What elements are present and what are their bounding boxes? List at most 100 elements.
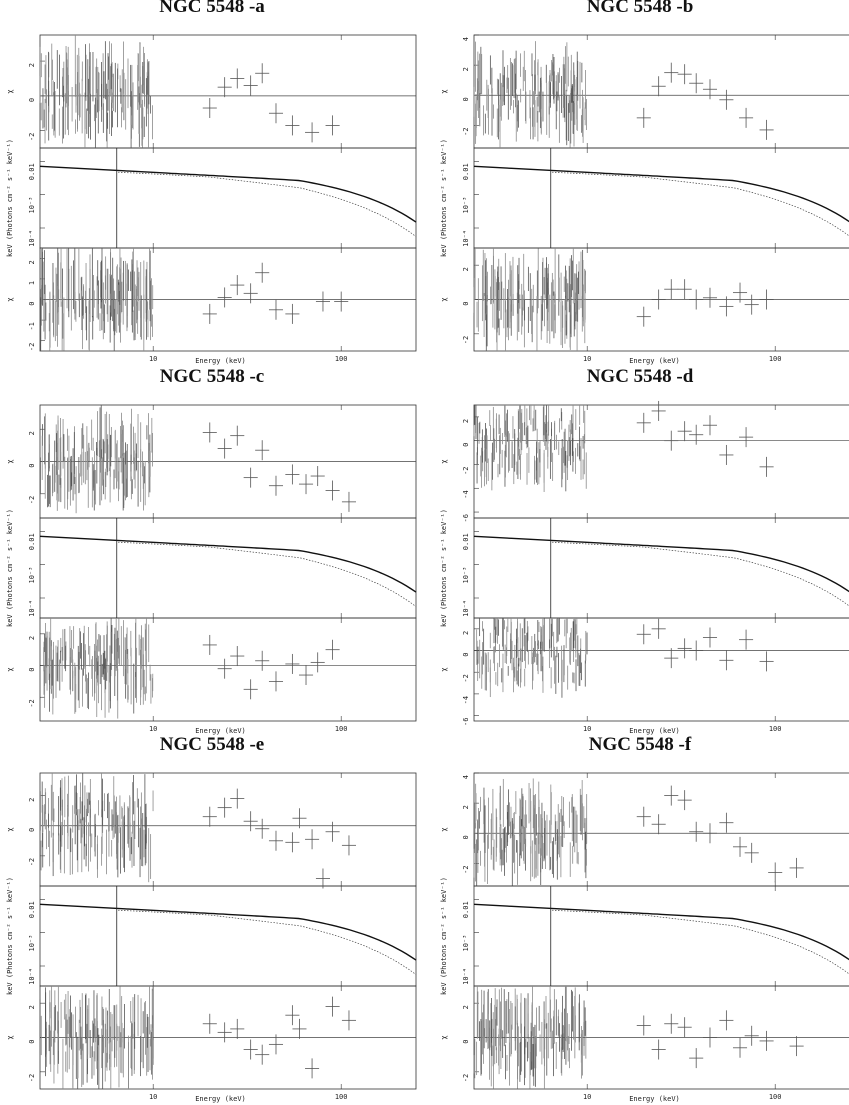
chart-b: -2 0 2 4 χ -2 0 2 χ 0.01 10⁻³ 10⁻⁴ keV (Photons cm⁻²… [440,34,849,365]
model-powerlaw-line [117,171,417,237]
x-tick-label: 100 [769,725,782,733]
y-axis-label: keV (Photons cm⁻² s⁻¹ keV⁻¹) [440,139,448,257]
y-tick-label: 0 [462,443,470,447]
x-tick-label: 10 [583,355,591,363]
y-tick-label: 2 [462,805,470,809]
x-axis-label: Energy (keV) [195,357,246,365]
y-tick-label: 2 [462,267,470,271]
chart-a: -2 0 2 χ -2 -1 0 1 2 χ 0.01 10⁻³ 10⁻⁴ keV (Photons cm… [6,34,417,365]
y-axis-label: χ [6,827,14,831]
y-tick-label: 2 [462,67,470,71]
model-total-line [39,165,417,223]
y-tick-label: 10⁻³ [28,567,36,584]
y-tick-label: 2 [28,798,36,802]
y-tick-label: -2 [28,496,36,504]
title-f: NGC 5548 -f [588,734,692,755]
y-tick-label: 0 [462,97,470,101]
x-axis-label: Energy (keV) [195,727,246,735]
panel-frame [473,885,849,987]
model-powerlaw-line [117,909,417,975]
title-c: NGC 5548 -c [159,366,265,387]
y-tick-label: -2 [462,1074,470,1082]
y-axis-label: χ [440,1035,448,1039]
y-tick-label: -2 [28,858,36,866]
y-tick-label: 0 [462,835,470,839]
y-tick-label: -4 [462,490,470,498]
y-tick-label: 0.01 [28,533,36,550]
y-tick-label: 2 [462,1005,470,1009]
y-tick-label: 10⁻⁴ [28,968,36,985]
panel-frame [473,617,849,722]
panel-frame [39,772,417,887]
y-tick-label: 10⁻³ [28,935,36,952]
y-tick-label: 0 [28,828,36,832]
y-tick-label: -6 [462,718,470,726]
y-axis-label: keV (Photons cm⁻² s⁻¹ keV⁻¹) [440,509,448,627]
x-axis-label: Energy (keV) [195,1095,246,1103]
y-tick-label: -2 [462,336,470,344]
panel-frame [473,517,849,619]
x-axis-label: Energy (keV) [629,1095,680,1103]
model-powerlaw-line [551,909,849,975]
y-tick-label: 10⁻⁴ [28,230,36,247]
chart-d: -6 -4 -2 0 2 χ -6 -4 -2 0 2 χ 0.01 10⁻³ 10⁻⁴ keV (Photo… [440,400,849,735]
y-tick-label: -2 [462,674,470,682]
x-tick-label: 10 [149,355,157,363]
x-tick-label: 100 [335,725,348,733]
panel-frame [39,517,417,619]
model-total-line [473,165,849,223]
x-tick-label: 10 [583,725,591,733]
model-total-line [39,535,417,593]
y-tick-label: 2 [28,260,36,264]
panel-frame [39,885,417,987]
panel-frame [39,147,417,249]
model-powerlaw-line [551,541,849,607]
y-axis-label: χ [6,297,14,301]
y-tick-label: 4 [462,37,470,41]
model-powerlaw-line [117,541,417,607]
y-tick-label: 0 [462,653,470,657]
model-total-line [473,903,849,961]
y-axis-label: χ [440,459,448,463]
y-tick-label: 0 [28,302,36,306]
y-axis-label: χ [6,667,14,671]
y-axis-label: χ [6,459,14,463]
y-tick-label: 2 [28,1005,36,1009]
x-axis-label: Energy (keV) [629,727,680,735]
y-tick-label: 10⁻³ [462,935,470,952]
y-axis-label: χ [6,1035,14,1039]
y-tick-label: 2 [462,419,470,423]
x-tick-label: 100 [769,1093,782,1101]
chart-e: -2 0 2 χ -2 0 2 χ 0.01 10⁻³ 10⁻⁴ keV (Photons cm⁻² … [6,772,417,1103]
y-tick-label: 0 [28,668,36,672]
y-tick-label: 4 [462,775,470,779]
title-e: NGC 5548 -e [159,734,265,755]
y-axis-label: χ [6,89,14,93]
model-powerlaw-line [551,171,849,237]
y-tick-label: -1 [28,322,36,330]
y-tick-label: -2 [462,127,470,135]
y-axis-label: χ [440,667,448,671]
y-tick-label: 2 [28,636,36,640]
y-tick-label: 2 [28,431,36,435]
y-tick-label: 0 [462,1040,470,1044]
y-tick-label: 0.01 [462,533,470,550]
chart-c: -2 0 2 χ -2 0 2 χ 0.01 10⁻³ 10⁻⁴ keV (Photons cm⁻² … [6,404,417,735]
y-tick-label: -2 [462,466,470,474]
y-tick-label: 2 [28,63,36,67]
y-axis-label: χ [440,297,448,301]
y-tick-label: 0.01 [462,163,470,180]
y-tick-label: 0 [28,1040,36,1044]
y-tick-label: 0.01 [28,901,36,918]
y-axis-label: keV (Photons cm⁻² s⁻¹ keV⁻¹) [6,877,14,995]
y-tick-label: 10⁻⁴ [462,968,470,985]
y-tick-label: 10⁻⁴ [462,600,470,617]
y-tick-label: -2 [28,133,36,141]
x-tick-label: 100 [335,355,348,363]
x-tick-label: 100 [335,1093,348,1101]
title-b: NGC 5548 -b [586,0,694,17]
y-tick-label: 0 [28,464,36,468]
y-tick-label: 10⁻³ [28,197,36,214]
y-tick-label: 1 [28,281,36,285]
